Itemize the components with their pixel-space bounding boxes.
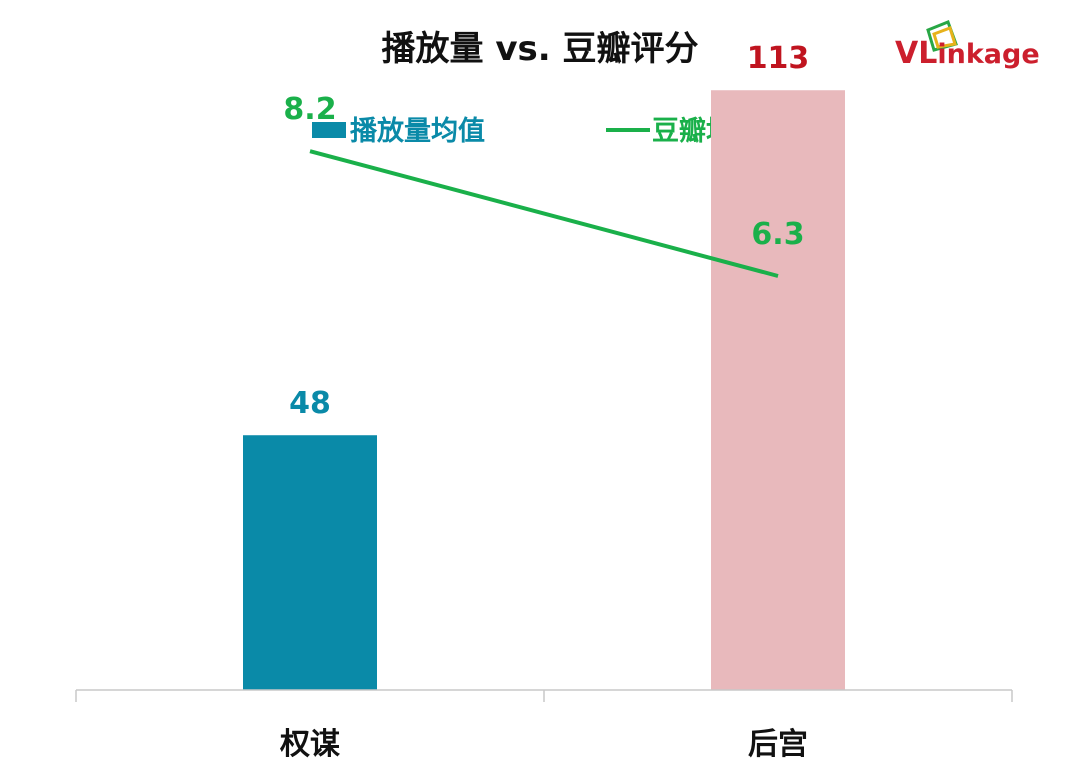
legend-bar-label: 播放量均值 — [350, 115, 485, 147]
category-label-2: 后宫 — [748, 727, 808, 762]
line-value-label-2: 6.3 — [751, 217, 804, 252]
line-series — [309, 149, 779, 278]
line-layer: 8.2 6.3 — [283, 92, 805, 278]
logo-text-prefix: VL — [895, 36, 937, 71]
bar-value-label-1: 48 — [289, 386, 331, 421]
bars-layer: 48 113 — [243, 41, 845, 690]
logo-text: VLinkage — [895, 36, 1040, 71]
bar-value-label-2: 113 — [747, 41, 810, 76]
legend: 播放量均值 豆瓣均值 — [312, 115, 760, 147]
chart-title: 播放量 vs. 豆瓣评分 — [382, 29, 699, 69]
x-axis: 权谋 后宫 — [75, 689, 1013, 762]
bar-2 — [711, 90, 845, 690]
category-label-1: 权谋 — [279, 727, 341, 762]
logo-text-rest: inkage — [937, 39, 1039, 70]
vlinkage-logo: VLinkage — [895, 20, 1040, 71]
line-value-label-1: 8.2 — [283, 92, 336, 127]
logo-frame-yellow — [932, 26, 957, 49]
bar-1 — [243, 435, 377, 690]
legend-bar-swatch — [312, 122, 346, 138]
